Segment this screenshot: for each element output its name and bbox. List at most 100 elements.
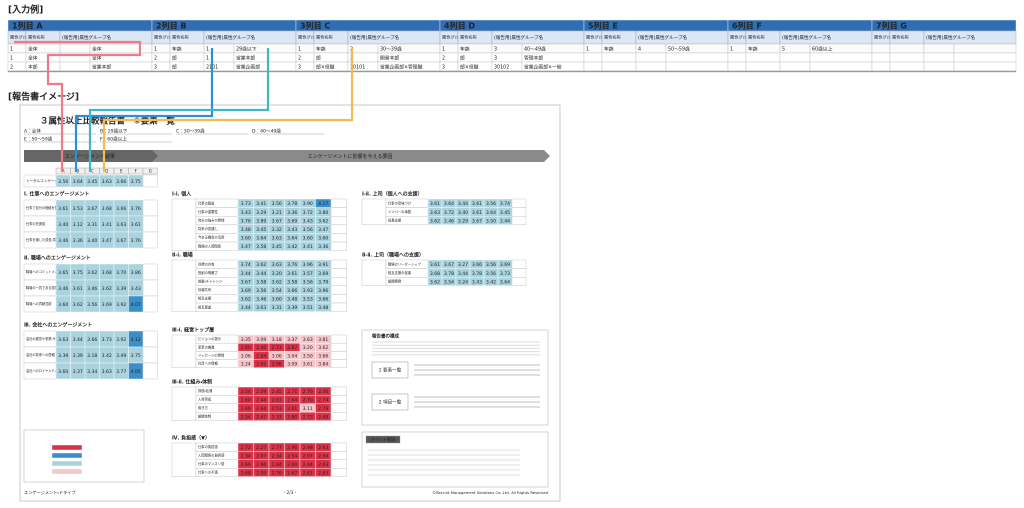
legend-swatch	[51, 452, 83, 459]
sheet-cell-text: 全体	[28, 45, 38, 52]
sheet-cell	[953, 52, 1017, 63]
factor-value: 3.68	[430, 271, 440, 277]
total-value: 3.66	[116, 179, 126, 185]
sub-header-label: 属性名称	[460, 34, 478, 41]
empty-cell	[511, 198, 527, 208]
item-label: 目標の共有	[198, 261, 215, 266]
factor-value: 3.46	[256, 297, 266, 303]
factor-value: 3.78	[444, 271, 454, 277]
empty-cell	[142, 279, 158, 297]
empty-cell	[330, 403, 347, 413]
engagement-value: 4.05	[131, 369, 141, 375]
sheet-cell-text: 2	[10, 64, 13, 70]
sheet-cell-text: 全体	[28, 54, 38, 61]
sheet-cell	[665, 61, 729, 72]
factor-value: 3.32	[272, 227, 282, 233]
total-value: 3.45	[87, 179, 97, 185]
factor-value: 3.56	[486, 262, 496, 268]
empty-cell	[330, 241, 347, 251]
empty-cell	[330, 359, 347, 369]
sub-header-label: 属性グループ	[154, 34, 180, 41]
row-label: 会社の理念や事業・サービスへの共感	[26, 336, 79, 341]
sheet-cell	[779, 61, 811, 72]
factor-value: 2.96	[287, 445, 297, 451]
engagement-value: 3.75	[131, 353, 141, 359]
factor-value: 2.73	[272, 345, 282, 351]
empty-cell	[330, 302, 347, 312]
item-label: 組織開発	[388, 279, 402, 284]
sheet-cell-text: 部	[316, 55, 321, 61]
item-label: 相互尊重	[198, 304, 212, 309]
factor-value: 2.76	[303, 389, 313, 395]
factor-value: 3.63	[256, 305, 266, 311]
factor-value: 3.89	[256, 218, 266, 224]
factor-value: 3.48	[241, 227, 251, 233]
sub-header-label: (報告用)属性グループ名	[62, 34, 112, 41]
factor-value: 3.39	[287, 305, 297, 311]
factor-value: 2.72	[241, 445, 251, 451]
factor-value: 3.50	[486, 218, 496, 224]
sub-header-label: 属性グループ	[442, 34, 468, 41]
sheet-cell-text: 年齢	[172, 45, 182, 52]
factor-value: 3.58	[256, 244, 266, 250]
factor-value: 3.44	[256, 271, 266, 277]
sheet-cell-text: 2	[442, 55, 445, 61]
factor-value: 2.60	[287, 462, 297, 468]
empty-cell	[330, 259, 347, 269]
factor-value: 3.48	[318, 305, 328, 311]
row-label: 職場への貢献意欲	[26, 301, 52, 306]
factor-value: 3.93	[303, 288, 313, 294]
sheet-cell-text: 部	[460, 55, 465, 61]
factor-value: 3.67	[444, 262, 454, 268]
empty-cell	[330, 459, 347, 469]
factor-value: 3.64	[287, 236, 297, 242]
criterion: E：50〜59歳	[24, 136, 53, 143]
sheet-cell-text: 営業企画部×管理職	[380, 63, 423, 70]
factor-value: 3.72	[303, 210, 313, 216]
engagement-value: 3.61	[131, 222, 141, 228]
item-label: 情報共有	[198, 287, 212, 292]
factor-value: 3.56	[303, 279, 313, 285]
section-title: Ⅰ. 仕事へのエンゲージメント	[24, 191, 89, 198]
factor-value: 2.61	[272, 398, 282, 404]
factor-value: 3.60	[272, 297, 282, 303]
sub-header-label: (報告用)属性グループ名	[926, 34, 976, 41]
factor-value: 3.56	[272, 201, 282, 207]
sheet-cell	[923, 52, 955, 63]
sheet-cell	[635, 52, 667, 63]
sheet-cell	[601, 61, 637, 72]
factor-value: 3.76	[241, 218, 251, 224]
factor-value: 3.80	[318, 210, 328, 216]
engagement-value: 3.56	[87, 302, 97, 308]
engagement-value: 3.63	[116, 222, 126, 228]
factor-value: 2.68	[241, 470, 251, 476]
sheet-cell-text: 29歳以下	[236, 45, 257, 52]
engagement-value: 3.40	[87, 238, 97, 244]
factor-value: 3.44	[458, 201, 468, 207]
row-label: 会社の将来への信頼	[26, 352, 55, 357]
factor-value: 2.07	[303, 454, 313, 460]
sheet-cell	[889, 61, 925, 72]
sheet-cell-text: 1	[442, 46, 445, 52]
sheet-cell-text: 40〜49歳	[524, 45, 546, 52]
sheet-cell-text: 1	[206, 46, 209, 52]
factor-title: Ⅱ-ⅰ. 職場	[172, 252, 193, 259]
sheet-cell-text: 3	[494, 55, 497, 61]
factor-value: 2.53	[272, 406, 282, 412]
engagement-value: 3.42	[102, 353, 112, 359]
sheet-cell	[779, 52, 811, 63]
sheet-cell-text: 部	[172, 55, 177, 61]
sub-header-label: 属性名称	[172, 34, 190, 41]
factor-value: 3.41	[303, 244, 313, 250]
factor-value: 3.74	[241, 262, 251, 268]
engagement-value: 3.61	[73, 286, 83, 292]
engagement-value: 3.49	[116, 353, 126, 359]
legend-swatch	[51, 444, 83, 451]
factor-value: 3.79	[318, 279, 328, 285]
factor-value: 3.81	[318, 337, 328, 343]
notes-item-box	[371, 393, 409, 411]
total-label: トータルエンゲージメント	[26, 178, 69, 183]
empty-cell	[330, 198, 347, 208]
factor-value: 3.58	[287, 279, 297, 285]
sheet-cell-text: 50〜59歳	[668, 45, 690, 52]
